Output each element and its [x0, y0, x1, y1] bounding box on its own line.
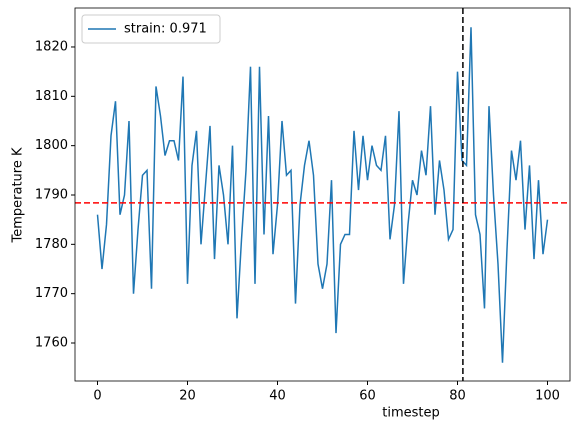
legend-label: strain: 0.971 — [124, 22, 207, 37]
y-tick-label: 1780 — [35, 237, 68, 252]
data-line — [96, 27, 549, 363]
legend-box — [81, 14, 221, 44]
y-tick-label: 1760 — [35, 336, 68, 351]
y-axis-label: Temperature K — [11, 147, 26, 243]
x-tick-label: 20 — [179, 389, 196, 404]
y-tick-label: 1790 — [35, 187, 68, 202]
y-tick-label: 1800 — [35, 138, 68, 153]
x-tick-label: 40 — [269, 389, 286, 404]
plot-frame — [74, 7, 571, 382]
x-tick-label: 80 — [449, 389, 466, 404]
x-tick-label: 0 — [93, 389, 101, 404]
x-axis-label: timestep — [382, 406, 440, 421]
y-tick-label: 1820 — [35, 39, 68, 54]
x-tick-label: 100 — [535, 389, 560, 404]
y-tick-label: 1770 — [35, 286, 68, 301]
y-tick-label: 1810 — [35, 89, 68, 104]
x-tick-label: 60 — [359, 389, 376, 404]
